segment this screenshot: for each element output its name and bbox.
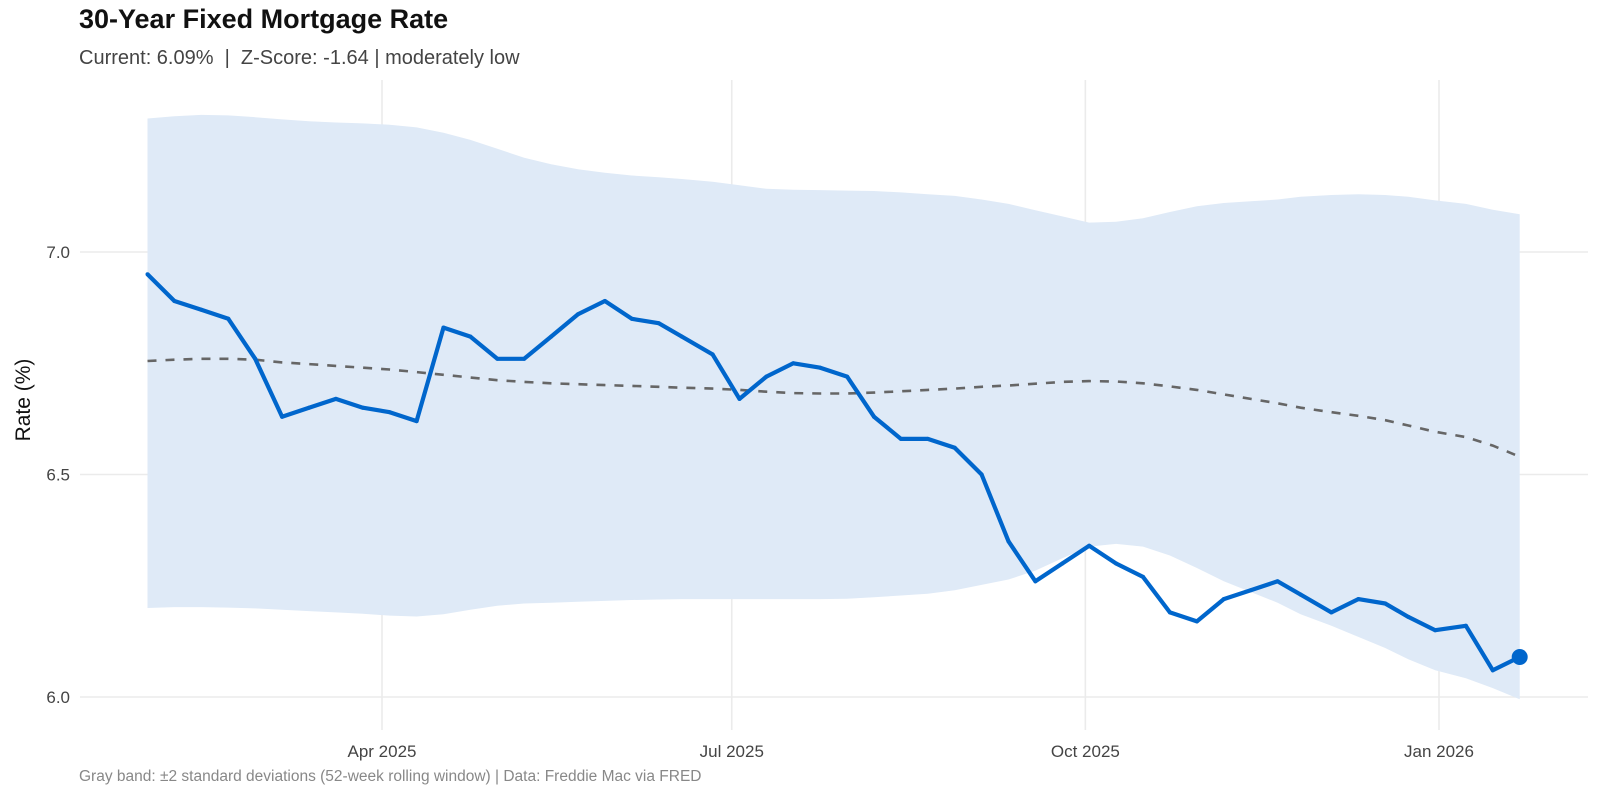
chart-caption: Gray band: ±2 standard deviations (52-we… (79, 768, 702, 785)
rate-point (441, 325, 446, 330)
rate-point (1087, 543, 1092, 548)
rate-point (549, 334, 554, 339)
rate-point (872, 414, 876, 419)
rate-point (1356, 597, 1361, 602)
rate-point (629, 316, 634, 321)
x-axis-ticks: Apr 2025 Jul 2025 Oct 2025 Jan 2026 (348, 742, 1474, 761)
rate-points (145, 272, 1522, 673)
rate-point (576, 312, 580, 317)
rate-point (1433, 628, 1438, 633)
rate-point (360, 405, 365, 410)
rate-point (172, 299, 177, 303)
rate-point (280, 414, 285, 419)
x-tick-label: Jul 2025 (700, 742, 764, 761)
rate-point (1275, 579, 1280, 584)
rate-point (414, 419, 419, 424)
chart-title: 30-Year Fixed Mortgage Rate (79, 4, 449, 34)
rate-point (253, 356, 258, 361)
rate-point (333, 396, 338, 401)
rate-point (1329, 610, 1334, 615)
rate-point (679, 334, 684, 339)
rate-point (791, 361, 796, 366)
rate-point (145, 272, 150, 277)
rate-point (307, 405, 311, 410)
rate-point (1194, 619, 1199, 624)
y-tick-label: 7.0 (46, 243, 70, 262)
rate-point (387, 410, 392, 415)
rate-point (1167, 610, 1172, 615)
y-tick-label: 6.5 (46, 466, 70, 485)
rate-point (952, 445, 957, 450)
rate-point (495, 356, 500, 361)
rate-line (146, 272, 1521, 673)
rate-point (602, 299, 607, 303)
rate-point (1060, 561, 1065, 566)
y-axis-label: Rate (%) (12, 359, 35, 442)
rate-point (710, 352, 715, 357)
rate-point (1141, 574, 1145, 579)
y-axis-ticks: 6.0 6.5 7.0 (46, 243, 70, 707)
rolling-mean-line (147, 357, 1521, 458)
rate-point (1033, 579, 1038, 584)
rate-point (468, 334, 473, 339)
x-tick-label: Apr 2025 (348, 742, 417, 761)
rate-point (818, 365, 823, 370)
rate-point (979, 472, 984, 477)
rate-point (1406, 614, 1411, 619)
rate-point (199, 307, 204, 312)
rate-point (1298, 592, 1303, 597)
rate-point (1383, 601, 1388, 606)
current-value-point[interactable] (1511, 649, 1528, 665)
rate-point (656, 321, 661, 326)
rate-point (1114, 561, 1119, 566)
rate-point (1248, 588, 1253, 593)
rate-point (764, 374, 769, 379)
x-tick-label: Oct 2025 (1051, 742, 1120, 761)
rate-point (925, 436, 930, 441)
rate-point (1221, 597, 1226, 602)
rate-point (737, 396, 742, 401)
y-tick-label: 6.0 (46, 688, 70, 707)
rate-point (1463, 623, 1468, 628)
chart-subtitle: Current: 6.09% | Z-Score: -1.64 | modera… (79, 47, 520, 69)
rate-point (1006, 539, 1011, 544)
rate-point (522, 356, 527, 361)
rate-point (898, 436, 903, 441)
rate-point (226, 316, 231, 321)
x-tick-label: Jan 2026 (1404, 742, 1474, 761)
rate-point (1490, 668, 1495, 673)
rate-point (845, 374, 850, 379)
std-dev-band (147, 114, 1520, 700)
